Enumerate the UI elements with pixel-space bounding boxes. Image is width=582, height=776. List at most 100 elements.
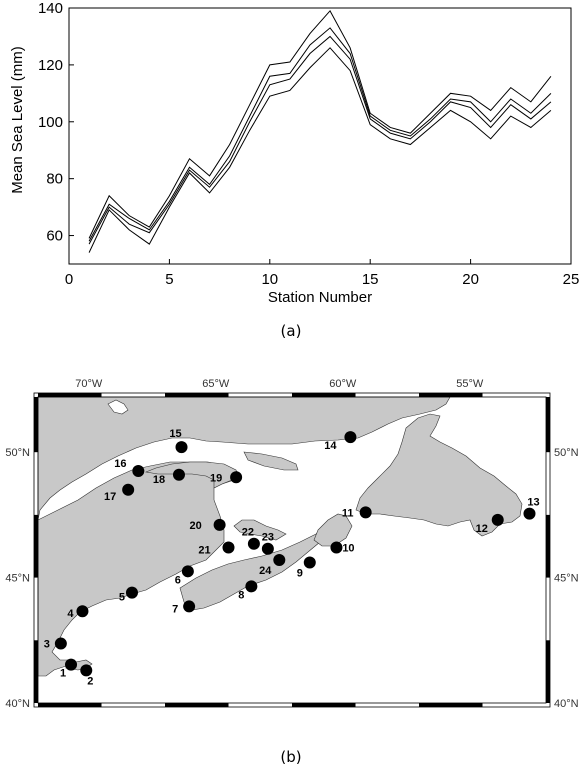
station-label-11: 11 xyxy=(342,507,354,519)
y-axis-label: Mean Sea Level (mm) xyxy=(9,46,26,194)
station-marker-16 xyxy=(132,464,145,477)
station-marker-2 xyxy=(80,664,93,677)
station-label-12: 12 xyxy=(476,523,488,535)
latitude-label-right: 40°N xyxy=(554,698,579,710)
x-tick-label: 10 xyxy=(261,271,278,288)
station-marker-24 xyxy=(273,554,286,567)
station-marker-12 xyxy=(491,513,504,526)
frame-segment-right xyxy=(546,640,550,703)
latitude-label-right: 50°N xyxy=(554,447,579,459)
station-label-20: 20 xyxy=(189,520,201,532)
longitude-label: 55°W xyxy=(456,378,484,390)
station-marker-1 xyxy=(65,658,78,671)
station-marker-23 xyxy=(261,542,274,555)
x-tick-label: 20 xyxy=(462,271,479,288)
station-marker-20 xyxy=(213,518,226,531)
frame-segment-right xyxy=(546,397,550,453)
longitude-label: 70°W xyxy=(75,378,103,390)
pei-island xyxy=(233,519,287,541)
plot-frame xyxy=(68,7,572,265)
station-label-22: 22 xyxy=(242,527,254,539)
frame-segment-top xyxy=(165,393,229,397)
anticosti-island xyxy=(243,451,299,471)
frame-segment-left xyxy=(34,514,38,578)
station-label-13: 13 xyxy=(527,497,539,509)
station-label-24: 24 xyxy=(259,565,272,577)
series-line-4 xyxy=(88,47,552,253)
frame-segment-top xyxy=(292,393,356,397)
latitude-label-left: 45°N xyxy=(5,573,30,585)
sea-level-chart: 0 5 10 15 20 25 60 80 100 120 140 Station Number M… xyxy=(9,0,580,306)
cape-breton xyxy=(313,513,353,547)
station-marker-3 xyxy=(54,637,67,650)
frame-segment-bottom xyxy=(292,703,356,707)
x-tick-label: 25 xyxy=(563,271,580,288)
latitude-label-left: 50°N xyxy=(5,447,30,459)
station-label-16: 16 xyxy=(114,458,126,470)
station-label-8: 8 xyxy=(238,589,244,601)
station-marker-21 xyxy=(222,541,235,554)
frame-segment-bottom xyxy=(419,703,483,707)
y-tick-label: 60 xyxy=(46,228,63,245)
station-label-17: 17 xyxy=(104,491,116,503)
station-marker-22 xyxy=(247,537,260,550)
station-label-21: 21 xyxy=(198,544,210,556)
newfoundland xyxy=(355,413,523,537)
station-label-18: 18 xyxy=(153,474,165,486)
longitude-label: 65°W xyxy=(202,378,230,390)
station-label-6: 6 xyxy=(175,574,181,586)
frame-segment-left xyxy=(34,397,38,453)
station-label-19: 19 xyxy=(210,472,222,484)
frame-segment-bottom xyxy=(38,703,102,707)
station-label-14: 14 xyxy=(324,440,337,452)
frame-segment-top xyxy=(419,393,483,397)
frame-segment-left xyxy=(34,640,38,703)
x-tick-label: 0 xyxy=(65,271,73,288)
station-label-15: 15 xyxy=(169,428,181,440)
y-tick-label: 80 xyxy=(46,171,63,188)
series-line-3 xyxy=(88,35,552,245)
series-line-1 xyxy=(88,9,552,239)
mainland-landmass xyxy=(37,396,451,677)
frame-segment-top xyxy=(38,393,102,397)
station-marker-4 xyxy=(76,605,89,618)
frame-segment-bottom xyxy=(165,703,229,707)
station-marker-8 xyxy=(245,580,258,593)
station-marker-18 xyxy=(172,468,185,481)
y-tick-label: 120 xyxy=(38,57,63,74)
station-label-9: 9 xyxy=(297,568,303,580)
station-label-3: 3 xyxy=(44,639,50,651)
station-marker-11 xyxy=(359,506,372,519)
latitude-label-right: 45°N xyxy=(554,573,579,585)
station-marker-14 xyxy=(344,431,357,444)
station-map: 70°W 65°W 60°W 55°W 50°N 50°N 45°N 45°N 40°N 40°N… xyxy=(5,378,579,710)
station-marker-15 xyxy=(175,441,188,454)
station-label-5: 5 xyxy=(119,592,125,604)
longitude-label: 60°W xyxy=(329,378,357,390)
station-marker-13 xyxy=(523,507,536,520)
station-label-2: 2 xyxy=(87,675,93,687)
station-label-23: 23 xyxy=(262,532,274,544)
station-marker-6 xyxy=(181,565,194,578)
x-tick-label: 5 xyxy=(165,271,173,288)
station-marker-9 xyxy=(303,556,316,569)
station-label-4: 4 xyxy=(67,608,74,620)
panel-a-label: (a) xyxy=(280,322,302,340)
x-axis-label: Station Number xyxy=(268,289,372,306)
x-tick-label: 15 xyxy=(362,271,379,288)
north-lake xyxy=(107,399,129,415)
station-marker-19 xyxy=(230,471,243,484)
station-marker-7 xyxy=(183,600,196,613)
y-tick-label: 140 xyxy=(38,0,63,17)
station-label-7: 7 xyxy=(172,603,178,615)
frame-segment-right xyxy=(546,514,550,578)
station-label-10: 10 xyxy=(342,542,354,554)
station-marker-5 xyxy=(125,586,138,599)
latitude-label-left: 40°N xyxy=(5,698,30,710)
series-line-2 xyxy=(88,27,552,242)
station-label-1: 1 xyxy=(60,668,66,680)
panel-b-label: (b) xyxy=(280,748,302,766)
y-tick-label: 100 xyxy=(38,114,63,131)
station-marker-10 xyxy=(330,541,343,554)
station-marker-17 xyxy=(122,483,135,496)
